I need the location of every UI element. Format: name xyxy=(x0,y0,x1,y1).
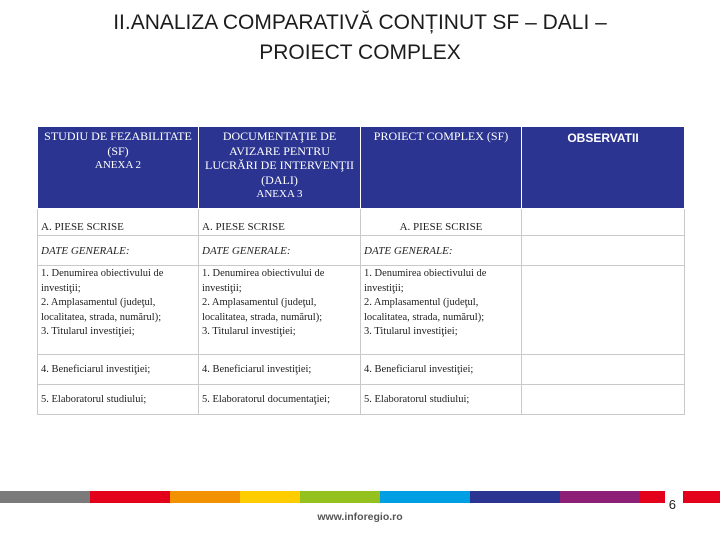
header-dali: DOCUMENTAŢIE DE AVIZARE PENTRU LUCRĂRI D… xyxy=(198,126,361,209)
header-row: STUDIU DE FEZABILITATE (SF) ANEXA 2 DOCU… xyxy=(37,126,685,209)
title-line-2: PROIECT COMPLEX xyxy=(259,41,461,64)
table-row: 1. Denumirea obiectivului de investiţii;… xyxy=(37,265,685,355)
cell-beneficiar-dali: 4. Beneficiarul investiţiei; xyxy=(198,354,361,385)
item-titular: 3. Titularul investiţiei; xyxy=(202,326,296,337)
comparison-table: STUDIU DE FEZABILITATE (SF) ANEXA 2 DOCU… xyxy=(37,126,685,415)
cell-scrise-sf: A. PIESE SCRISE xyxy=(37,208,199,236)
footer-bar-segment xyxy=(240,491,300,503)
item-amplasament: 2. Amplasamentul (judeţul, localitatea, … xyxy=(41,297,162,323)
footer-bar-segment xyxy=(470,491,560,503)
cell-scrise-complex: A. PIESE SCRISE xyxy=(360,208,522,236)
header-dali-title: DOCUMENTAŢIE DE AVIZARE PENTRU LUCRĂRI D… xyxy=(204,129,354,187)
header-sf-annex: ANEXA 2 xyxy=(94,159,142,171)
footer-bar-segment xyxy=(0,491,90,503)
slide-title: II.ANALIZA COMPARATIVĂ CONȚINUT SF – DAL… xyxy=(0,8,720,68)
footer-bar-segment xyxy=(380,491,470,503)
cell-scrise-dali: A. PIESE SCRISE xyxy=(198,208,361,236)
item-amplasament: 2. Amplasamentul (judeţul, localitatea, … xyxy=(202,297,323,323)
item-denumire: 1. Denumirea obiectivului de investiţii; xyxy=(41,268,164,294)
header-sf-title: STUDIU DE FEZABILITATE (SF) xyxy=(44,129,192,158)
table-row: 5. Elaboratorul studiului; 5. Elaborator… xyxy=(37,384,685,415)
cell-general-sf: DATE GENERALE: xyxy=(37,235,199,266)
footer-color-bar xyxy=(0,491,720,503)
cell-scrise-obs xyxy=(521,208,685,236)
cell-items-dali: 1. Denumirea obiectivului de investiţii;… xyxy=(198,265,361,355)
header-sf: STUDIU DE FEZABILITATE (SF) ANEXA 2 xyxy=(37,126,199,209)
header-observatii-title: OBSERVATII xyxy=(567,131,639,145)
item-amplasament: 2. Amplasamentul (judeţul, localitatea, … xyxy=(364,297,485,323)
page-number: 6 xyxy=(668,497,676,512)
table-row: 4. Beneficiarul investiţiei; 4. Benefici… xyxy=(37,354,685,385)
item-denumire: 1. Denumirea obiectivului de investiţii; xyxy=(364,268,487,294)
item-titular: 3. Titularul investiţiei; xyxy=(364,326,458,337)
cell-general-complex: DATE GENERALE: xyxy=(360,235,522,266)
item-denumire: 1. Denumirea obiectivului de investiţii; xyxy=(202,268,325,294)
table-row: DATE GENERALE: DATE GENERALE: DATE GENER… xyxy=(37,235,685,266)
item-titular: 3. Titularul investiţiei; xyxy=(41,326,135,337)
cell-beneficiar-complex: 4. Beneficiarul investiţiei; xyxy=(360,354,522,385)
header-complex: PROIECT COMPLEX (SF) xyxy=(360,126,522,209)
footer-bar-segment xyxy=(170,491,240,503)
footer-bar-segment xyxy=(300,491,380,503)
cell-elaborator-obs xyxy=(521,384,685,415)
cell-elaborator-complex: 5. Elaboratorul studiului; xyxy=(360,384,522,415)
table-row: A. PIESE SCRISE A. PIESE SCRISE A. PIESE… xyxy=(37,208,685,236)
header-dali-annex: ANEXA 3 xyxy=(256,188,303,200)
cell-elaborator-dali: 5. Elaboratorul documentaţiei; xyxy=(198,384,361,415)
cell-items-complex: 1. Denumirea obiectivului de investiţii;… xyxy=(360,265,522,355)
cell-items-sf: 1. Denumirea obiectivului de investiţii;… xyxy=(37,265,199,355)
header-complex-title: PROIECT COMPLEX (SF) xyxy=(373,129,509,143)
cell-general-obs xyxy=(521,235,685,266)
cell-elaborator-sf: 5. Elaboratorul studiului; xyxy=(37,384,199,415)
footer-bar-segment xyxy=(90,491,170,503)
title-line-1: II.ANALIZA COMPARATIVĂ CONȚINUT SF – DAL… xyxy=(113,11,607,34)
page-number-box xyxy=(665,491,683,521)
cell-items-obs xyxy=(521,265,685,355)
footer-bar-segment xyxy=(560,491,640,503)
cell-beneficiar-sf: 4. Beneficiarul investiţiei; xyxy=(37,354,199,385)
cell-general-dali: DATE GENERALE: xyxy=(198,235,361,266)
cell-beneficiar-obs xyxy=(521,354,685,385)
website-url: www.inforegio.ro xyxy=(317,511,403,523)
header-observatii: OBSERVATII xyxy=(521,126,685,209)
